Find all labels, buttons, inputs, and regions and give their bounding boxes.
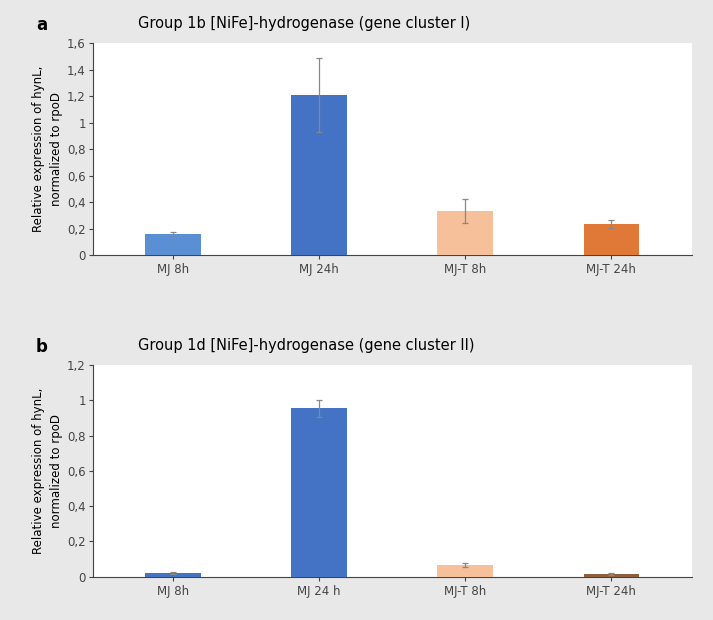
Text: b: b (36, 337, 48, 355)
Text: Group 1d [NiFe]-hydrogenase (gene cluster II): Group 1d [NiFe]-hydrogenase (gene cluste… (138, 337, 474, 353)
Bar (438, 211, 493, 255)
Bar (145, 234, 201, 255)
Bar (292, 95, 347, 255)
Bar (292, 408, 347, 577)
Y-axis label: Relative expression of hynL,
normalized to rpoD: Relative expression of hynL, normalized … (32, 388, 63, 554)
Bar (583, 574, 639, 577)
Text: Group 1b [NiFe]-hydrogenase (gene cluster I): Group 1b [NiFe]-hydrogenase (gene cluste… (138, 16, 470, 31)
Y-axis label: Relative expression of hynL,
normalized to rpoD: Relative expression of hynL, normalized … (32, 66, 63, 232)
Bar (438, 565, 493, 577)
Bar (583, 224, 639, 255)
Text: a: a (36, 16, 47, 34)
Bar (145, 574, 201, 577)
